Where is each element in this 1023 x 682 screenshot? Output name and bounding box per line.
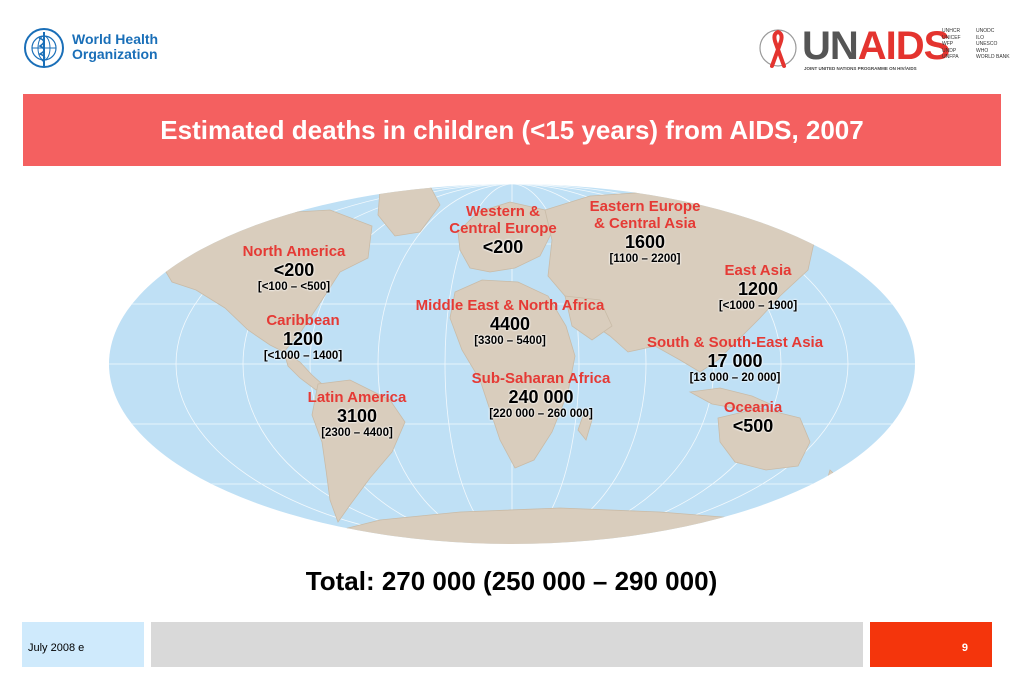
unaids-logo: UNAIDS JOINT UNITED NATIONS PROGRAMME ON… (758, 22, 1010, 78)
who-emblem-icon (24, 28, 64, 68)
region-value: 17 000 (707, 351, 763, 371)
total-deaths: Total: 270 000 (250 000 – 290 000) (305, 566, 718, 596)
region-value: <200 (482, 237, 524, 257)
cosponsor: UNFPA (942, 54, 959, 60)
madagascar (577, 409, 593, 441)
cosponsors-col2: UNODC ILO UNESCO WHO WORLD BANK (976, 28, 1010, 61)
region-value: 4400 (489, 314, 531, 334)
unaids-tagline: JOINT UNITED NATIONS PROGRAMME ON HIV/AI… (804, 66, 917, 71)
region-value: 1600 (624, 232, 666, 252)
who-logo-text: World Health Organization (72, 31, 159, 62)
cosponsor: UNODC (976, 28, 995, 34)
australia-land (717, 407, 811, 471)
region-name: North America (242, 243, 346, 260)
region-western-central-europe: Western & Central Europe <200 (433, 203, 573, 257)
africa-land (449, 279, 576, 469)
cosponsor: UNHCR (942, 28, 961, 34)
region-name: Caribbean (266, 312, 340, 329)
region-name: Sub-Saharan Africa (471, 370, 611, 387)
land (159, 185, 839, 544)
cosponsor: UNESCO (976, 41, 998, 47)
region-name-line2: & Central Asia (594, 215, 696, 232)
indonesia-land (688, 387, 772, 411)
region-name: South & South-East Asia (646, 334, 824, 351)
europe-land (457, 201, 553, 273)
region-name-line1: Western & (466, 203, 540, 220)
cosponsor: ILO (976, 34, 985, 41)
region-eastern-europe-central-asia: Eastern Europe & Central Asia 1600 [1100… (575, 198, 715, 266)
south-america-land (311, 379, 406, 523)
page-number: 9 (870, 622, 992, 667)
region-sub-saharan-africa: Sub-Saharan Africa 240 000 [220 000 – 26… (451, 370, 631, 421)
region-oceania: Oceania <500 (693, 399, 813, 436)
cosponsor: WORLD BANK (976, 54, 1010, 60)
cosponsor: UNICEF (942, 34, 961, 41)
region-value: 3100 (336, 406, 378, 426)
region-latin-america: Latin America 3100 [2300 – 4400] (287, 389, 427, 440)
region-range: [1100 – 2200] (609, 253, 681, 265)
region-range: [3300 – 5400] (474, 335, 546, 347)
region-name: East Asia (724, 262, 792, 279)
region-range: [220 000 – 260 000] (489, 408, 593, 420)
region-east-asia: East Asia 1200 [<1000 – 1900] (688, 262, 828, 313)
region-value: 1200 (282, 329, 324, 349)
region-range: [<1000 – 1900] (718, 300, 798, 312)
region-range: [13 000 – 20 000] (689, 372, 781, 384)
region-name-line1: Eastern Europe (589, 198, 701, 215)
region-value: 1200 (737, 279, 779, 299)
arabia-land (564, 295, 613, 341)
region-north-america: North America <200 [<100 – <500] (224, 243, 364, 294)
red-ribbon-icon (759, 29, 797, 68)
cosponsor: WFP (942, 41, 954, 47)
footer-bar (151, 622, 863, 667)
region-name: Oceania (723, 399, 783, 416)
footer-date: July 2008 e (22, 622, 144, 667)
region-range: [2300 – 4400] (321, 427, 393, 439)
region-name: Latin America (307, 389, 407, 406)
region-name-line2: Central Europe (449, 220, 557, 237)
cosponsors-col1: UNHCR UNICEF WFP UNDP UNFPA (942, 28, 961, 61)
unaids-word-un: UN (802, 24, 859, 68)
region-value: <500 (732, 416, 774, 436)
cosponsor: WHO (976, 47, 989, 54)
region-range: [<1000 – 1400] (263, 350, 343, 362)
region-value: <200 (273, 260, 315, 280)
region-caribbean: Caribbean 1200 [<1000 – 1400] (233, 312, 373, 363)
region-value: 240 000 (508, 387, 574, 407)
who-logo: World Health Organization (22, 26, 172, 70)
cosponsor: UNDP (942, 47, 957, 54)
title-banner: Estimated deaths in children (<15 years)… (23, 94, 1001, 166)
unaids-word-aids: AIDS (857, 24, 951, 68)
region-name: Middle East & North Africa (415, 297, 605, 314)
unaids-wordmark: UNAIDS (802, 24, 951, 68)
region-range: [<100 – <500] (257, 281, 331, 293)
region-south-southeast-asia: South & South-East Asia 17 000 [13 000 –… (630, 334, 840, 385)
slide-title: Estimated deaths in children (<15 years)… (160, 115, 864, 145)
region-middle-east-north-africa: Middle East & North Africa 4400 [3300 – … (390, 297, 630, 348)
